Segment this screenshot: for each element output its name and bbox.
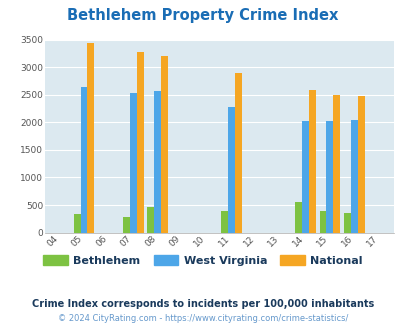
Bar — [80, 87, 87, 233]
Bar — [234, 73, 241, 233]
Bar — [357, 96, 364, 233]
Bar — [130, 93, 136, 233]
Bar — [308, 90, 315, 233]
Bar — [326, 121, 333, 233]
Legend: Bethlehem, West Virginia, National: Bethlehem, West Virginia, National — [38, 250, 367, 270]
Text: © 2024 CityRating.com - https://www.cityrating.com/crime-statistics/: © 2024 CityRating.com - https://www.city… — [58, 314, 347, 323]
Text: Crime Index corresponds to incidents per 100,000 inhabitants: Crime Index corresponds to incidents per… — [32, 299, 373, 309]
Bar — [123, 217, 130, 233]
Bar — [154, 91, 161, 233]
Bar — [228, 107, 234, 233]
Bar — [301, 121, 308, 233]
Bar — [319, 211, 326, 233]
Bar — [350, 120, 357, 233]
Text: Bethlehem Property Crime Index: Bethlehem Property Crime Index — [67, 8, 338, 23]
Bar — [221, 211, 228, 233]
Bar — [73, 214, 80, 233]
Bar — [136, 52, 143, 233]
Bar — [343, 213, 350, 233]
Bar — [87, 44, 94, 233]
Bar — [161, 55, 168, 233]
Bar — [333, 95, 339, 233]
Bar — [147, 207, 154, 233]
Bar — [294, 202, 301, 233]
